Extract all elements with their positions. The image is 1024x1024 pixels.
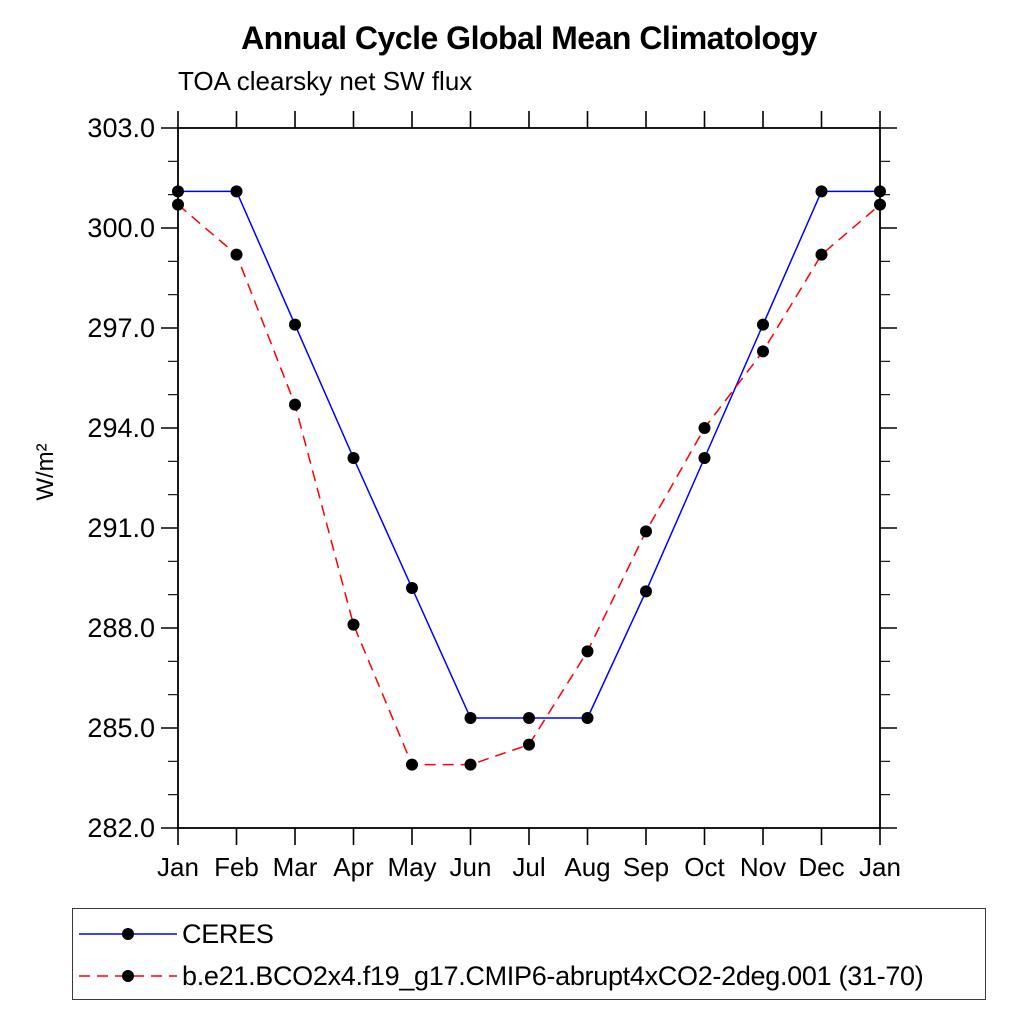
data-point-0-Feb <box>230 185 243 198</box>
data-point-0-Jun <box>464 712 477 724</box>
legend-marker-dot <box>122 970 134 982</box>
data-point-1-Jun <box>464 758 477 771</box>
data-point-0-Oct <box>698 452 711 464</box>
y-tick-label: 291.0 <box>87 513 155 543</box>
data-point-1-Nov <box>757 345 769 358</box>
data-point-0-Nov <box>757 318 769 331</box>
x-tick-label: Feb <box>214 852 259 882</box>
y-tick-label: 303.0 <box>87 113 155 143</box>
y-tick-label: 297.0 <box>87 313 155 343</box>
x-tick-label: Nov <box>740 852 786 882</box>
data-point-0-Aug <box>581 712 594 724</box>
x-tick-label: Apr <box>333 852 374 882</box>
data-point-0-Jan <box>874 185 886 198</box>
legend-marker-dot <box>122 928 134 940</box>
data-point-1-May <box>406 758 418 771</box>
x-tick-label: Dec <box>798 852 844 882</box>
legend-line-solid-sample <box>79 928 177 940</box>
data-point-1-Oct <box>698 422 711 434</box>
data-point-1-Aug <box>581 645 594 658</box>
data-point-1-Jul <box>523 738 535 751</box>
x-tick-label: Jan <box>157 852 199 882</box>
data-point-0-Jan <box>172 185 184 198</box>
x-tick-label: Mar <box>273 852 318 882</box>
data-point-0-Jul <box>523 712 535 724</box>
plot-area: Jan Feb Mar Apr May Jun Jul Aug Sep Oct Nov Dec Jan2… <box>87 111 901 882</box>
x-tick-label: Aug <box>564 852 610 882</box>
data-point-0-Mar <box>289 318 301 331</box>
chart-title: Annual Cycle Global Mean Climatology <box>241 20 817 56</box>
legend-line-dashed-sample <box>79 970 177 982</box>
data-point-1-Dec <box>815 248 828 261</box>
data-point-0-Apr <box>347 452 360 464</box>
legend: CERES b.e21.BCO2x4.f19_g17.CMIP6-abrupt4… <box>72 908 986 1000</box>
x-tick-label: Jan <box>859 852 901 882</box>
data-point-1-Jan <box>172 198 184 211</box>
legend-item-ceres: CERES <box>77 917 985 951</box>
x-tick-label: Sep <box>623 852 669 882</box>
y-tick-label: 285.0 <box>87 713 155 743</box>
legend-label-model: b.e21.BCO2x4.f19_g17.CMIP6-abrupt4xCO2-2… <box>182 960 924 991</box>
y-tick-label: 288.0 <box>87 613 155 643</box>
data-point-1-Mar <box>289 398 301 411</box>
x-tick-label: Jun <box>450 852 492 882</box>
data-point-0-May <box>406 582 418 594</box>
data-point-1-Sep <box>640 525 652 538</box>
series-line-0 <box>178 190 880 719</box>
data-point-0-Dec <box>815 185 828 198</box>
y-tick-label: 294.0 <box>87 413 155 443</box>
data-point-1-Feb <box>230 248 243 261</box>
data-point-1-Apr <box>347 618 360 631</box>
x-tick-label: Oct <box>684 852 725 882</box>
x-tick-label: Jul <box>512 852 545 882</box>
y-tick-label: 282.0 <box>87 813 155 843</box>
series-line-1 <box>177 204 881 766</box>
data-point-0-Sep <box>640 585 652 598</box>
data-point-1-Jan <box>874 198 886 211</box>
x-tick-label: May <box>387 852 436 882</box>
legend-item-model: b.e21.BCO2x4.f19_g17.CMIP6-abrupt4xCO2-2… <box>77 959 985 993</box>
legend-label-ceres: CERES <box>182 918 274 949</box>
y-tick-label: 300.0 <box>87 213 155 243</box>
chart-subtitle: TOA clearsky net SW flux <box>178 66 473 96</box>
